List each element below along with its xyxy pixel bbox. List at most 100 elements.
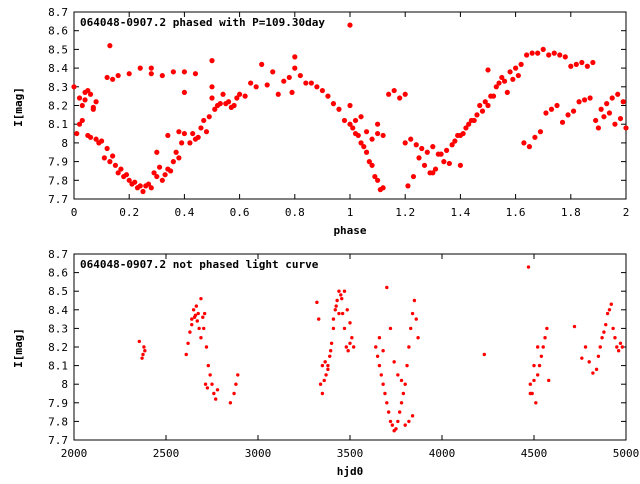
data-point xyxy=(381,382,385,386)
data-point xyxy=(191,308,196,312)
data-point xyxy=(598,345,602,349)
data-point xyxy=(410,173,417,180)
data-point xyxy=(242,93,248,99)
data-point xyxy=(579,59,585,66)
data-point xyxy=(548,106,555,112)
data-point xyxy=(375,354,380,358)
data-point xyxy=(607,308,612,312)
data-point xyxy=(601,114,607,120)
data-point xyxy=(228,401,233,405)
data-point xyxy=(248,80,254,86)
data-point xyxy=(315,300,319,305)
data-point xyxy=(209,95,215,101)
x-tick-label: 3000 xyxy=(245,447,272,460)
plot-phased: 7.7 7.8 7.9 8 8.1 8.2 8.3 8.4 8.5 8.6 8.7 0 0.2 0.4 0.… xyxy=(12,6,629,237)
data-point xyxy=(600,336,604,340)
data-point xyxy=(559,119,566,125)
data-point xyxy=(99,138,105,144)
data-point xyxy=(342,289,347,293)
data-point xyxy=(87,134,94,140)
data-point xyxy=(281,78,287,84)
data-point xyxy=(590,59,596,66)
x-axis-label: phase xyxy=(333,224,366,237)
data-point xyxy=(331,326,336,331)
data-point xyxy=(396,373,400,377)
y-tick-label: 8 xyxy=(61,378,68,391)
data-point xyxy=(416,155,422,161)
y-tick-label: 8.5 xyxy=(48,285,68,298)
data-point xyxy=(195,134,201,140)
x-tick-label: 4500 xyxy=(521,447,548,460)
data-point xyxy=(551,50,557,56)
data-point xyxy=(292,65,298,71)
data-point xyxy=(199,336,203,340)
data-point xyxy=(591,371,595,375)
data-point xyxy=(580,356,584,360)
data-point xyxy=(148,65,154,71)
data-point xyxy=(504,89,510,96)
data-point xyxy=(203,382,208,386)
data-point xyxy=(176,155,182,161)
data-point xyxy=(595,125,602,131)
data-point xyxy=(488,93,494,99)
data-point xyxy=(190,317,194,321)
y-tick-label: 7.8 xyxy=(48,174,68,187)
data-point xyxy=(165,132,171,139)
data-point xyxy=(325,93,331,99)
data-point xyxy=(405,363,409,368)
y-tick-label: 8.6 xyxy=(48,25,68,38)
data-point xyxy=(123,172,130,178)
data-point xyxy=(474,112,480,118)
x-tick-label: 1.2 xyxy=(395,206,415,219)
data-point xyxy=(366,159,372,165)
data-point xyxy=(526,144,533,150)
data-point xyxy=(375,177,381,183)
data-point xyxy=(457,162,463,168)
data-point xyxy=(501,78,508,84)
data-point xyxy=(187,140,193,146)
data-point xyxy=(482,99,488,105)
data-point xyxy=(403,382,407,386)
y-tick-label: 8 xyxy=(61,137,68,150)
data-point xyxy=(397,95,403,101)
data-point xyxy=(197,326,201,331)
x-tick-label: 0 xyxy=(71,206,78,219)
data-point xyxy=(344,345,349,349)
data-point xyxy=(145,181,152,187)
data-point xyxy=(259,61,265,67)
x-tick-label: 1.4 xyxy=(450,206,470,219)
data-point xyxy=(236,373,240,377)
x-tick-label: 0.6 xyxy=(230,206,250,219)
data-point xyxy=(528,382,533,386)
data-point xyxy=(317,317,321,321)
data-point xyxy=(358,140,364,146)
data-point xyxy=(526,265,531,269)
data-point xyxy=(324,373,328,377)
data-point xyxy=(289,89,295,96)
data-point xyxy=(518,61,524,67)
data-point xyxy=(107,159,113,165)
data-point xyxy=(209,58,215,64)
data-point xyxy=(540,46,546,53)
data-point xyxy=(140,356,144,360)
data-point xyxy=(557,52,563,58)
data-point xyxy=(253,84,259,90)
data-point xyxy=(110,76,116,82)
data-point xyxy=(593,117,599,124)
data-point xyxy=(477,102,483,109)
x-tick-label: 4000 xyxy=(429,447,456,460)
data-point xyxy=(194,304,199,308)
data-point xyxy=(188,330,192,334)
data-point xyxy=(112,162,118,168)
data-point xyxy=(347,102,353,109)
data-point xyxy=(76,95,83,101)
data-point xyxy=(206,114,212,120)
y-axis-label: I[mag] xyxy=(12,328,25,368)
y-tick-label: 8.2 xyxy=(48,341,68,354)
data-point xyxy=(377,336,382,340)
data-point xyxy=(424,149,430,155)
data-point xyxy=(87,91,94,97)
data-point xyxy=(532,363,536,368)
data-point xyxy=(198,125,204,131)
